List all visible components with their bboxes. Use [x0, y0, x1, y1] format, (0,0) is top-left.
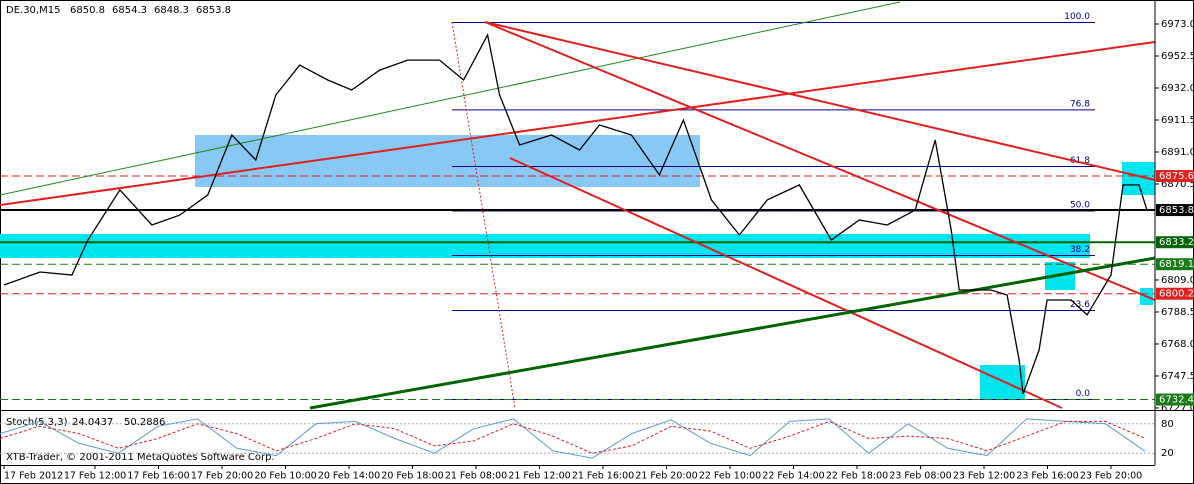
- fibo-label: 76.8: [1070, 99, 1090, 109]
- price-tag-label: 6833.2: [1159, 237, 1194, 248]
- fibo-label: 50.0: [1070, 200, 1090, 210]
- x-tick-label: 20 Feb 10:00: [254, 471, 316, 482]
- price-tag: [1156, 258, 1194, 271]
- price-tag: [1156, 393, 1194, 406]
- x-tick-label: 22 Feb 10:00: [699, 471, 761, 482]
- x-tick-label: 23 Feb 08:00: [889, 471, 951, 482]
- trend-line: [309, 256, 1156, 410]
- x-tick-label: 21 Feb 12:00: [508, 471, 570, 482]
- x-tick-label: 22 Feb 14:00: [762, 471, 824, 482]
- trend-line: [0, 1, 901, 196]
- y-tick-label: 6952.5: [1161, 51, 1194, 62]
- x-tick-label: 23 Feb 16:00: [1016, 471, 1078, 482]
- fibo-label: 100.0: [1064, 12, 1090, 22]
- trend-lines: [0, 1, 1156, 410]
- x-tick-label: 20 Feb 18:00: [381, 471, 443, 482]
- x-tick-label: 21 Feb 20:00: [635, 471, 697, 482]
- chart-title: DE.30,M15: [6, 5, 60, 16]
- y-tick-label: 6747.5: [1161, 371, 1194, 382]
- stoch-tick-label: 80: [1161, 419, 1174, 430]
- y-tick-label: 6768.0: [1161, 339, 1194, 350]
- zones: [0, 135, 1155, 400]
- price-tag: [1156, 236, 1194, 249]
- price-tag: [1156, 204, 1194, 217]
- y-tick-label: 6891.0: [1161, 147, 1194, 158]
- quote-value: 6848.3: [154, 5, 189, 16]
- x-tick-label: 17 Feb 16:00: [127, 471, 189, 482]
- stoch-value: 24.0437: [72, 417, 113, 428]
- y-tick-label: 6932.0: [1161, 83, 1194, 94]
- x-tick-label: 17 Feb 2012: [4, 471, 63, 482]
- x-tick-label: 17 Feb 20:00: [191, 471, 253, 482]
- zone: [195, 135, 700, 187]
- watermark: XTB-Trader, © 2001-2011 MetaQuotes Softw…: [6, 452, 275, 463]
- y-tick-label: 6911.5: [1161, 115, 1194, 126]
- fibo-label: 38.2: [1070, 245, 1090, 255]
- fibo-label: 61.8: [1070, 156, 1090, 166]
- x-tick-label: 21 Feb 16:00: [572, 471, 634, 482]
- x-tick-label: 22 Feb 18:00: [826, 471, 888, 482]
- fibo-label: 0.0: [1076, 389, 1091, 399]
- zone: [0, 234, 1090, 258]
- price-tag-label: 6853.8: [1159, 205, 1194, 216]
- price-tag-label: 6819.1: [1159, 259, 1194, 270]
- trend-line: [451, 21, 516, 409]
- quote-value: 6854.3: [112, 5, 147, 16]
- y-tick-label: 6727.0: [1161, 403, 1194, 414]
- price-tag: [1156, 170, 1194, 183]
- stoch-line: [0, 420, 1146, 454]
- x-tick-label: 23 Feb 12:00: [953, 471, 1015, 482]
- x-tick-label: 23 Feb 20:00: [1080, 471, 1142, 482]
- price-tag: [1156, 287, 1194, 300]
- price-tag-label: 6800.2: [1159, 289, 1194, 300]
- y-tick-label: 6809.0: [1161, 275, 1194, 286]
- y-tick-label: 6973.0: [1161, 19, 1194, 30]
- quote-value: 6853.8: [196, 5, 231, 16]
- trend-line: [0, 41, 1156, 206]
- fibo-label: 23.6: [1070, 300, 1090, 310]
- zone: [980, 365, 1025, 400]
- stoch-line: [0, 418, 1146, 459]
- y-tick-label: 6870.5: [1161, 179, 1194, 190]
- y-tick-label: 6788.5: [1161, 307, 1194, 318]
- price-line: [3, 32, 1148, 395]
- trend-line: [484, 21, 1156, 181]
- x-tick-label: 20 Feb 14:00: [318, 471, 380, 482]
- x-tick-label: 17 Feb 12:00: [64, 471, 126, 482]
- stoch-value: 50.2886: [124, 417, 165, 428]
- quote-value: 6850.8: [70, 5, 105, 16]
- x-tick-label: 21 Feb 08:00: [445, 471, 507, 482]
- price-tag-label: 6732.4: [1159, 395, 1194, 406]
- price-tag-label: 6875.6: [1159, 171, 1194, 182]
- trend-line: [484, 21, 1156, 301]
- stoch-tick-label: 20: [1161, 448, 1174, 459]
- trend-line: [509, 157, 1063, 409]
